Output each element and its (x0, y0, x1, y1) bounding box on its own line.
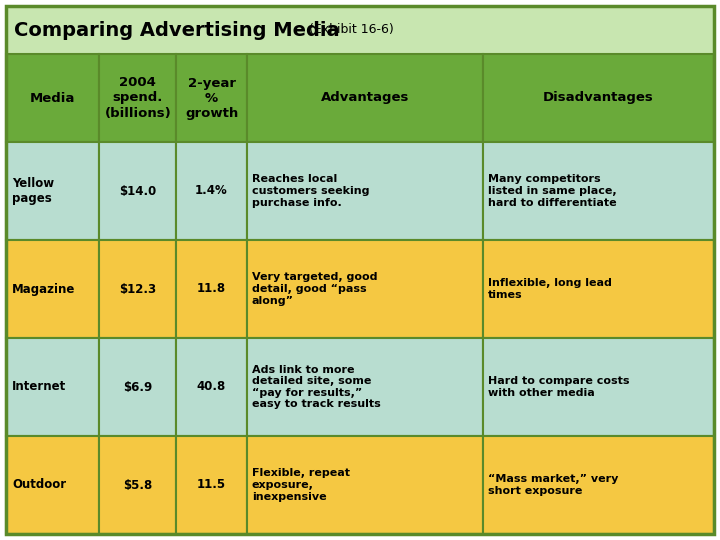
Text: (Exhibit 16-6): (Exhibit 16-6) (309, 24, 394, 37)
FancyBboxPatch shape (176, 338, 247, 436)
FancyBboxPatch shape (247, 54, 483, 142)
Text: Very targeted, good
detail, good “pass
along”: Very targeted, good detail, good “pass a… (252, 272, 377, 306)
Text: $12.3: $12.3 (120, 282, 156, 295)
FancyBboxPatch shape (6, 338, 99, 436)
FancyBboxPatch shape (483, 436, 714, 534)
FancyBboxPatch shape (483, 240, 714, 338)
FancyBboxPatch shape (176, 436, 247, 534)
Text: Many competitors
listed in same place,
hard to differentiate: Many competitors listed in same place, h… (488, 174, 616, 207)
Text: Reaches local
customers seeking
purchase info.: Reaches local customers seeking purchase… (252, 174, 369, 207)
Text: Magazine: Magazine (12, 282, 76, 295)
FancyBboxPatch shape (176, 54, 247, 142)
Text: 2-year
%
growth: 2-year % growth (185, 77, 238, 119)
Text: “Mass market,” very
short exposure: “Mass market,” very short exposure (488, 474, 618, 496)
FancyBboxPatch shape (176, 142, 247, 240)
Text: Advantages: Advantages (320, 91, 409, 105)
Text: Flexible, repeat
exposure,
inexpensive: Flexible, repeat exposure, inexpensive (252, 468, 350, 502)
FancyBboxPatch shape (99, 240, 176, 338)
Text: Hard to compare costs
with other media: Hard to compare costs with other media (488, 376, 629, 398)
Text: 11.8: 11.8 (197, 282, 226, 295)
Text: Inflexible, long lead
times: Inflexible, long lead times (488, 278, 612, 300)
Text: Outdoor: Outdoor (12, 478, 66, 491)
Text: 1.4%: 1.4% (195, 185, 228, 198)
Text: Disadvantages: Disadvantages (543, 91, 654, 105)
FancyBboxPatch shape (247, 142, 483, 240)
FancyBboxPatch shape (247, 240, 483, 338)
FancyBboxPatch shape (247, 436, 483, 534)
FancyBboxPatch shape (247, 338, 483, 436)
Text: Internet: Internet (12, 381, 66, 394)
FancyBboxPatch shape (6, 6, 714, 54)
Text: $14.0: $14.0 (119, 185, 156, 198)
Text: $5.8: $5.8 (123, 478, 153, 491)
FancyBboxPatch shape (99, 338, 176, 436)
FancyBboxPatch shape (176, 240, 247, 338)
Text: Comparing Advertising Media: Comparing Advertising Media (14, 21, 340, 39)
FancyBboxPatch shape (6, 240, 99, 338)
FancyBboxPatch shape (483, 142, 714, 240)
FancyBboxPatch shape (483, 338, 714, 436)
FancyBboxPatch shape (99, 54, 176, 142)
FancyBboxPatch shape (6, 436, 99, 534)
Text: Media: Media (30, 91, 76, 105)
FancyBboxPatch shape (6, 142, 99, 240)
Text: 40.8: 40.8 (197, 381, 226, 394)
Text: Ads link to more
detailed site, some
“pay for results,”
easy to track results: Ads link to more detailed site, some “pa… (252, 364, 381, 409)
FancyBboxPatch shape (6, 54, 99, 142)
FancyBboxPatch shape (99, 436, 176, 534)
Text: 11.5: 11.5 (197, 478, 226, 491)
Text: Yellow
pages: Yellow pages (12, 177, 54, 205)
FancyBboxPatch shape (99, 142, 176, 240)
Text: $6.9: $6.9 (123, 381, 153, 394)
FancyBboxPatch shape (483, 54, 714, 142)
Text: 2004
spend.
(billions): 2004 spend. (billions) (104, 77, 171, 119)
